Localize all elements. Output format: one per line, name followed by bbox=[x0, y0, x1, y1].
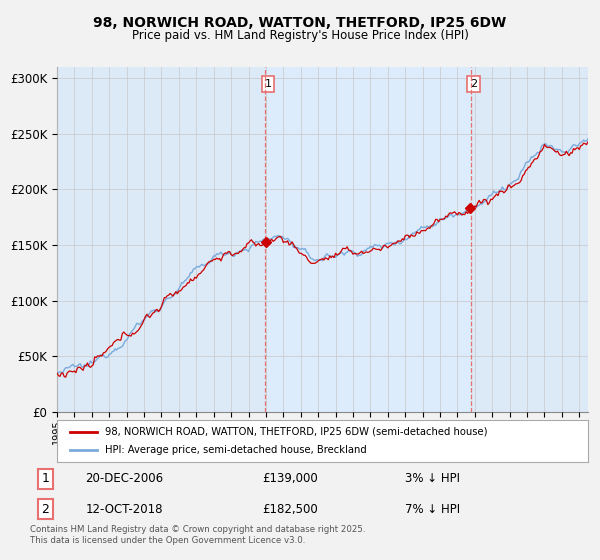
Text: Price paid vs. HM Land Registry's House Price Index (HPI): Price paid vs. HM Land Registry's House … bbox=[131, 29, 469, 42]
Text: 98, NORWICH ROAD, WATTON, THETFORD, IP25 6DW: 98, NORWICH ROAD, WATTON, THETFORD, IP25… bbox=[94, 16, 506, 30]
Text: 2: 2 bbox=[470, 79, 477, 89]
Text: 3% ↓ HPI: 3% ↓ HPI bbox=[406, 472, 460, 486]
Text: 12-OCT-2018: 12-OCT-2018 bbox=[85, 502, 163, 516]
Text: 1: 1 bbox=[41, 472, 49, 486]
Text: £182,500: £182,500 bbox=[262, 502, 317, 516]
Text: 1: 1 bbox=[265, 79, 272, 89]
Bar bbox=[265, 67, 471, 412]
Text: 98, NORWICH ROAD, WATTON, THETFORD, IP25 6DW (semi-detached house): 98, NORWICH ROAD, WATTON, THETFORD, IP25… bbox=[105, 427, 487, 437]
Text: 7% ↓ HPI: 7% ↓ HPI bbox=[406, 502, 460, 516]
Text: 2: 2 bbox=[41, 502, 49, 516]
Text: 20-DEC-2006: 20-DEC-2006 bbox=[85, 472, 163, 486]
Text: Contains HM Land Registry data © Crown copyright and database right 2025.
This d: Contains HM Land Registry data © Crown c… bbox=[30, 525, 365, 545]
Text: £139,000: £139,000 bbox=[262, 472, 317, 486]
Text: HPI: Average price, semi-detached house, Breckland: HPI: Average price, semi-detached house,… bbox=[105, 445, 367, 455]
